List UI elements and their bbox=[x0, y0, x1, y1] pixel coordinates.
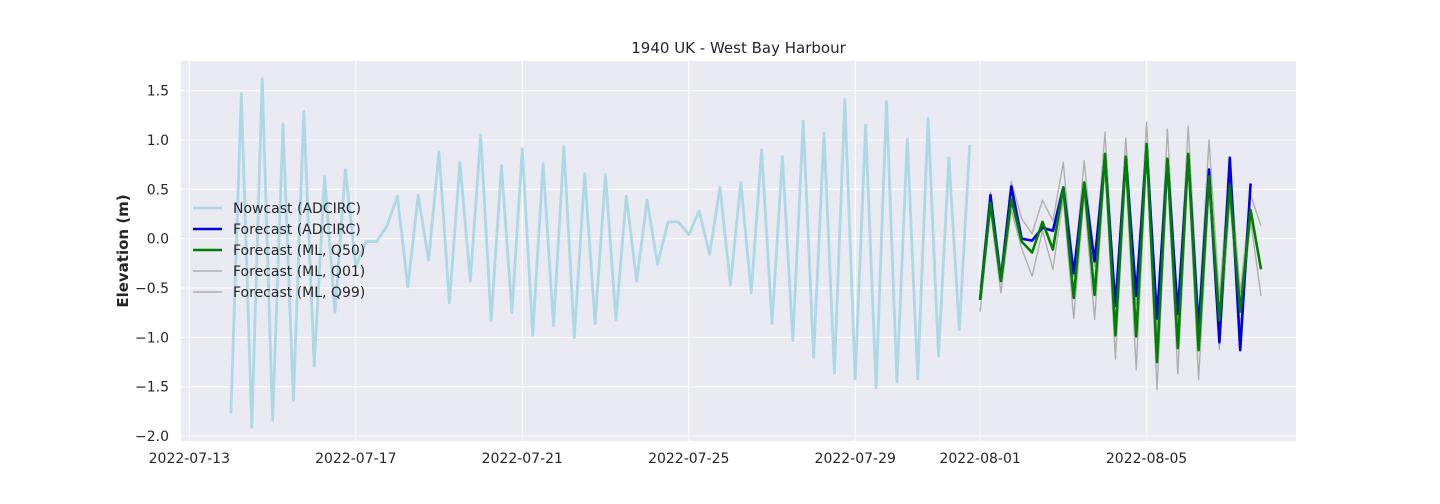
y-tick-label: −1.0 bbox=[135, 330, 169, 346]
x-tick-label: 2022-07-21 bbox=[482, 451, 563, 467]
legend-label: Forecast (ML, Q99) bbox=[233, 285, 365, 301]
y-axis-ticks: −2.0 −1.5 −1.0 −0.5 0.0 0.5 1.0 1.5 bbox=[135, 84, 169, 445]
x-tick-label: 2022-07-25 bbox=[648, 451, 729, 467]
y-tick-label: 1.5 bbox=[147, 84, 169, 100]
x-tick-label: 2022-07-17 bbox=[315, 451, 396, 467]
y-tick-label: −1.5 bbox=[135, 380, 169, 396]
gridlines bbox=[181, 61, 1296, 441]
legend-label: Nowcast (ADCIRC) bbox=[233, 201, 361, 217]
y-axis-label: Elevation (m) bbox=[114, 194, 132, 307]
x-tick-label: 2022-07-29 bbox=[815, 451, 896, 467]
y-tick-label: −0.5 bbox=[135, 281, 169, 297]
legend-label: Forecast (ML, Q01) bbox=[233, 264, 365, 280]
x-axis-ticks: 2022-07-13 2022-07-17 2022-07-21 2022-07-25… bbox=[149, 451, 1188, 467]
y-tick-label: 1.0 bbox=[147, 133, 169, 149]
series-layer bbox=[229, 77, 1263, 429]
series-line-nowcast-adcirc bbox=[229, 77, 972, 429]
x-tick-label: 2022-07-13 bbox=[149, 451, 230, 467]
x-tick-label: 2022-08-05 bbox=[1106, 451, 1187, 467]
legend-label: Forecast (ADCIRC) bbox=[233, 222, 361, 238]
y-tick-label: 0.5 bbox=[147, 182, 169, 198]
y-tick-label: 0.0 bbox=[147, 232, 169, 248]
x-tick-label: 2022-08-01 bbox=[939, 451, 1020, 467]
legend: Nowcast (ADCIRC) Forecast (ADCIRC) Forecas… bbox=[193, 201, 365, 301]
series-line-forecast-ml-q50 bbox=[978, 142, 1263, 364]
chart-title: 1940 UK - West Bay Harbour bbox=[631, 39, 846, 57]
legend-label: Forecast (ML, Q50) bbox=[233, 243, 365, 259]
y-tick-label: −2.0 bbox=[135, 429, 169, 445]
